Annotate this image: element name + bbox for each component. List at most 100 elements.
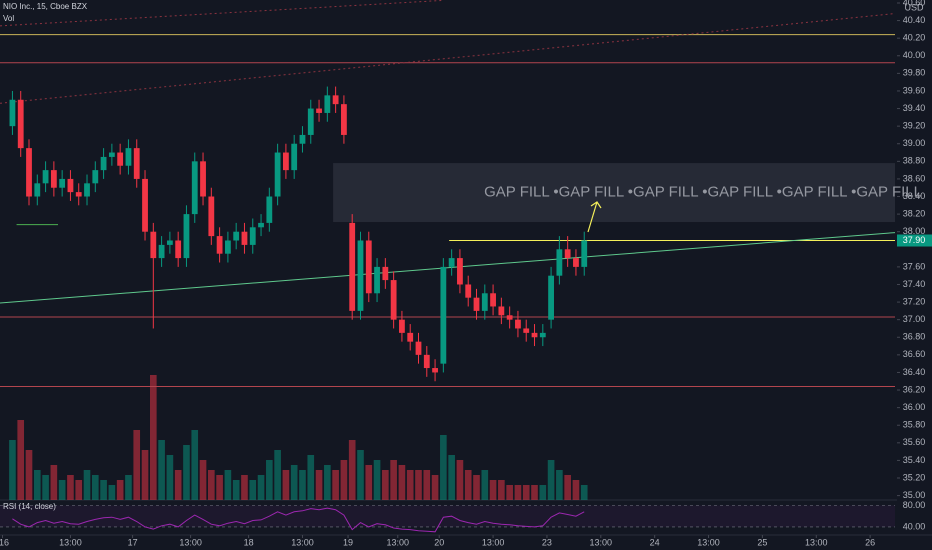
volume-bar [257,475,265,500]
volume-bar [531,485,538,500]
candle-body [50,170,57,188]
candle-body [374,266,380,294]
y-tick-label: 39.00 [903,138,926,148]
candle-body [183,214,190,259]
volume-bar [299,470,306,500]
candle-body [42,170,49,184]
last-price-tag [897,234,932,247]
rsi-tick-label: 40.00 [903,521,926,531]
x-tick-label: 13:00 [387,537,410,547]
volume-bar [100,480,107,500]
volume-bar [382,470,389,500]
candle-body [440,266,447,364]
x-tick-label: 19 [343,537,353,547]
y-tick-label: 37.20 [903,296,926,306]
rsi-band [0,505,895,527]
x-tick-label: 25 [757,537,767,547]
candle-body [17,99,24,149]
y-tick-label: 36.80 [903,332,926,342]
volume-bar [406,470,414,500]
candle-body [142,178,148,232]
y-tick-label: 39.40 [903,103,926,113]
volume-bar [307,455,315,500]
y-tick-label: 38.20 [903,208,926,218]
candle-body [258,222,264,228]
y-tick-label: 39.20 [903,121,926,131]
candle-body [539,332,546,338]
candle-body [133,148,140,179]
candle-body [399,319,405,333]
volume-bar [423,470,431,500]
y-tick-label: 36.60 [903,349,926,359]
volume-bar [489,480,497,500]
volume-bar [50,465,58,500]
candle-body [316,108,322,113]
volume-bar [448,455,455,500]
volume-bar [125,475,132,500]
volume-bar [174,470,182,500]
volume-bar [33,470,41,500]
y-tick-label: 40.40 [903,15,926,25]
volume-bar [348,440,356,500]
volume-bar [324,465,331,500]
y-tick-label: 40.00 [903,50,926,60]
y-tick-label: 40.20 [903,33,926,43]
candle-body [125,148,132,166]
volume-bar [249,480,257,500]
volume-bar [539,485,547,500]
candle-body [548,275,554,320]
candle-body [208,196,215,237]
candle-body [357,240,364,311]
volume-bar [315,470,323,500]
candle-body [498,306,505,316]
rsi-label: RSI (14, close) [3,502,56,511]
chart-title: NIO Inc., 15, Cboe BZX [3,2,88,11]
volume-bar [224,470,232,500]
volume-bar [216,475,223,500]
candle-body [216,236,223,254]
candle-body [100,156,107,171]
candle-body [26,148,32,197]
candle-body [224,240,231,254]
y-tick-label: 35.80 [903,420,926,430]
volume-bar [232,480,240,500]
volume-bar [473,475,480,500]
volume-bar [166,455,174,500]
volume-bar [373,460,381,500]
volume-bar [398,465,406,500]
candle-body [92,170,99,184]
candle-body [349,222,356,311]
candle-body [481,293,488,311]
candle-body [465,284,472,298]
candle-body [523,328,530,333]
candle-body [324,95,331,113]
candle-body [564,249,571,259]
volume-bar [547,460,555,500]
y-tick-label: 35.20 [903,472,926,482]
candle-body [573,258,579,267]
candle-body [108,152,115,157]
candle-body [191,161,198,215]
volume-bar [564,475,571,500]
volume-bar [58,480,66,500]
y-tick-label: 38.40 [903,191,926,201]
x-tick-label: 23 [542,537,552,547]
candle-body [307,108,314,135]
volume-bar [149,375,157,500]
volume-bar [42,475,49,500]
y-tick-label: 35.60 [903,437,926,447]
volume-bar [522,485,530,500]
candle-body [84,183,90,197]
volume-bar [481,470,489,500]
candle-body [175,240,182,259]
volume-bar [67,475,74,500]
y-tick-label: 36.20 [903,384,926,394]
y-tick-label: 37.40 [903,279,926,289]
volume-bar [158,440,165,500]
candle-body [166,240,173,245]
y-tick-label: 39.60 [903,85,926,95]
candle-body [506,315,513,320]
candle-body [158,244,165,259]
